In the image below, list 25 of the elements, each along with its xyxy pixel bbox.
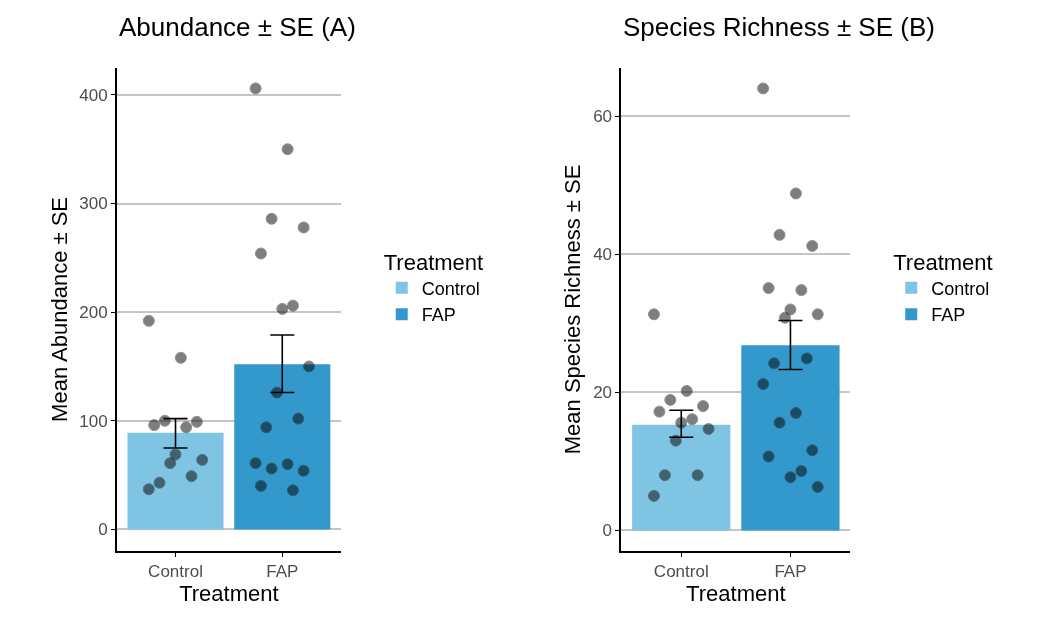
chart-title: Species Richness ± SE (B) [623, 12, 935, 42]
y-tick-label: 20 [593, 383, 613, 403]
y-tick-label: 200 [79, 303, 108, 323]
legend-label: FAP [931, 305, 966, 326]
x-tick-label: Control [653, 562, 709, 582]
y-tick-label: 100 [79, 411, 108, 431]
y-tick-label: 0 [602, 521, 613, 541]
x-tick-label: FAP [266, 562, 299, 582]
legend-title: Treatment [893, 249, 993, 275]
chart-title: Abundance ± SE (A) [119, 12, 356, 42]
y-tick-label: 40 [593, 245, 613, 265]
legend-label: Control [421, 278, 480, 299]
y-axis-title: Mean Species Richness ± SE [560, 164, 586, 455]
legend-title: Treatment [383, 249, 484, 275]
y-tick-label: 0 [98, 520, 108, 540]
y-axis-title: Mean Abundance ± SE [46, 196, 72, 422]
x-tick-label: Control [148, 562, 203, 582]
y-tick-label: 60 [593, 107, 613, 127]
x-axis-title: Treatment [686, 581, 786, 607]
x-axis-title: Treatment [179, 581, 279, 607]
legend-label: FAP [421, 305, 456, 326]
y-tick-label: 400 [79, 85, 108, 105]
y-tick-label: 300 [79, 194, 108, 214]
x-tick-label: FAP [774, 562, 807, 582]
legend-label: Control [931, 278, 990, 299]
